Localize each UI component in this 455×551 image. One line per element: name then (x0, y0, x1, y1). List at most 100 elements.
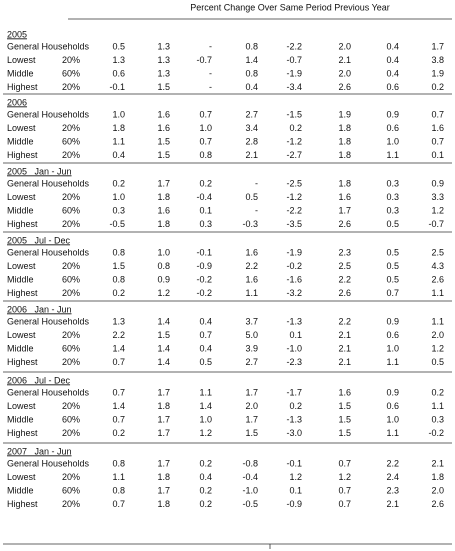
cell-value: 3.3 (431, 192, 444, 202)
row-label: Middle (7, 274, 34, 284)
cell-value: 2.0 (338, 41, 351, 51)
cell-value: 1.1 (431, 401, 444, 411)
cell-value: -0.5 (109, 219, 125, 229)
cell-value: 2.5 (338, 261, 351, 271)
cell-value: -3.0 (286, 428, 302, 438)
cell-value: -3.5 (286, 219, 302, 229)
cell-value: 2.1 (386, 499, 399, 509)
cell-value: 1.8 (112, 123, 125, 133)
cell-value: 0.4 (199, 343, 212, 353)
cell-value: 0.6 (386, 82, 399, 92)
cell-value: -1.7 (286, 387, 302, 397)
row-label: Middle (7, 414, 34, 424)
row-label: Highest (7, 219, 38, 229)
cell-value: -2.2 (286, 205, 302, 215)
row-label: Middle (7, 343, 34, 353)
row-label: General Households (7, 178, 90, 188)
cell-value: 1.7 (157, 428, 170, 438)
cell-value: - (255, 205, 258, 215)
cell-value: 2.7 (245, 109, 258, 119)
cell-value: 1.5 (157, 330, 170, 340)
cell-value: 1.1 (431, 288, 444, 298)
cell-value: 1.1 (112, 472, 125, 482)
cell-value: 0.1 (289, 485, 302, 495)
row-label: Highest (7, 288, 38, 298)
cell-value: 0.2 (289, 123, 302, 133)
section-title: 2007 Jan - Jun (7, 446, 72, 456)
cell-value: 0.3 (431, 414, 444, 424)
cell-value: 2.2 (386, 458, 399, 468)
cell-value: 0.2 (289, 401, 302, 411)
cell-value: 1.1 (386, 428, 399, 438)
cell-value: -0.1 (109, 82, 125, 92)
cell-value: 1.4 (199, 401, 212, 411)
section-title: 2006 Jan - Jun (7, 304, 72, 314)
cell-value: 1.5 (338, 414, 351, 424)
row-label: Highest (7, 82, 38, 92)
cell-value: -1.9 (286, 68, 302, 78)
cell-value: 0.5 (386, 261, 399, 271)
cell-value: 1.8 (338, 150, 351, 160)
cell-value: -0.2 (428, 428, 444, 438)
cell-value: 0.8 (112, 458, 125, 468)
cell-value: 1.1 (199, 387, 212, 397)
cell-value: -0.4 (196, 192, 212, 202)
cell-value: 0.7 (386, 288, 399, 298)
cell-value: 1.8 (338, 136, 351, 146)
cell-value: 2.0 (431, 485, 444, 495)
row-label: General Households (7, 316, 90, 326)
row-share: 20% (62, 288, 80, 298)
cell-value: -0.8 (242, 458, 258, 468)
cell-value: - (255, 178, 258, 188)
cell-value: 0.4 (386, 41, 399, 51)
row-label: Lowest (7, 261, 36, 271)
cell-value: 0.8 (112, 485, 125, 495)
row-label: General Households (7, 41, 90, 51)
cell-value: 0.4 (386, 68, 399, 78)
cell-value: 2.0 (338, 68, 351, 78)
row-label: Lowest (7, 472, 36, 482)
cell-value: 1.1 (386, 150, 399, 160)
cell-value: 0.7 (112, 387, 125, 397)
cell-value: 2.0 (431, 330, 444, 340)
cell-value: 2.1 (245, 150, 258, 160)
row-share: 20% (62, 472, 80, 482)
cell-value: 1.2 (431, 343, 444, 353)
cell-value: 0.3 (386, 192, 399, 202)
cell-value: 1.7 (245, 414, 258, 424)
cell-value: 0.7 (112, 357, 125, 367)
cell-value: 0.1 (199, 205, 212, 215)
row-label: General Households (7, 458, 90, 468)
cell-value: 0.7 (199, 330, 212, 340)
cell-value: 2.1 (431, 458, 444, 468)
cell-value: 0.3 (386, 178, 399, 188)
cell-value: -1.3 (286, 414, 302, 424)
cell-value: 2.1 (338, 343, 351, 353)
cell-value: -0.4 (242, 472, 258, 482)
cell-value: 1.5 (157, 150, 170, 160)
cell-value: 2.0 (245, 401, 258, 411)
cell-value: 1.5 (338, 428, 351, 438)
cell-value: 1.2 (199, 428, 212, 438)
row-label: General Households (7, 247, 90, 257)
row-label: Lowest (7, 401, 36, 411)
cell-value: 2.6 (338, 82, 351, 92)
row-label: Lowest (7, 192, 36, 202)
cell-value: 0.2 (199, 499, 212, 509)
cell-value: -1.6 (286, 274, 302, 284)
cell-value: 1.9 (338, 109, 351, 119)
cell-value: 1.8 (157, 472, 170, 482)
cell-value: 1.0 (112, 109, 125, 119)
cell-value: 0.5 (431, 357, 444, 367)
cell-value: -0.3 (242, 219, 258, 229)
cell-value: 1.4 (245, 55, 258, 65)
cell-value: -0.2 (196, 274, 212, 284)
cell-value: 0.3 (386, 205, 399, 215)
cell-value: 2.4 (386, 472, 399, 482)
cell-value: 0.1 (431, 150, 444, 160)
row-share: 60% (62, 414, 80, 424)
cell-value: 0.2 (199, 458, 212, 468)
cell-value: 0.8 (112, 247, 125, 257)
cell-value: -3.4 (286, 82, 302, 92)
cell-value: 0.6 (386, 123, 399, 133)
